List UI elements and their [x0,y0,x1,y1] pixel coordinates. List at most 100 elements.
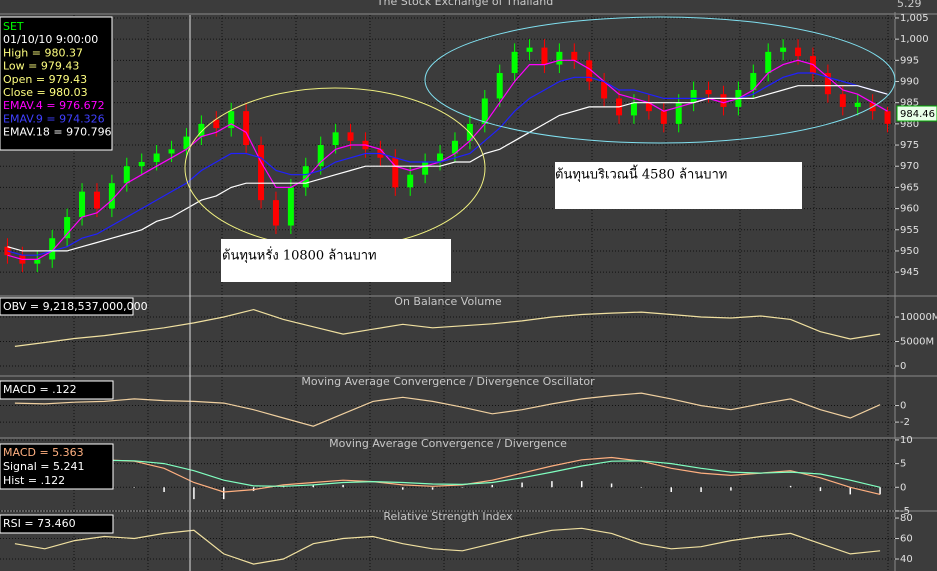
candle-body [392,157,399,188]
legend-entry: MACD = 5.363 [3,446,84,459]
legend-box [0,514,114,534]
y-tick-label: 40 [900,554,913,565]
y-tick-label: 945 [900,267,919,278]
series-line [14,527,881,565]
candle-body [586,60,593,82]
highlight-ellipse [424,16,896,144]
y-tick-label: 995 [900,55,919,66]
candle-body [213,119,220,129]
candle-body [332,132,339,146]
y-tick-label: -5 [900,506,910,517]
candle-body [422,161,429,175]
candle-body [93,191,100,209]
candle-body [541,47,548,65]
legend-entry: EMAV.4 = 976.672 [3,99,105,112]
info-line: Open = 979.43 [3,73,87,86]
candle-body [601,81,608,99]
y-tick-label: 970 [900,161,919,172]
price-label: 984.46 [900,109,935,120]
y-tick-label: 965 [900,182,919,193]
y-tick-label: 955 [900,225,919,236]
candle-body [437,153,444,162]
y-tick-label: 5000M [900,336,934,347]
candle-body [302,166,309,188]
y-tick-label: 60 [900,534,913,545]
legend-entry: MACD = .122 [3,383,77,396]
candle-body [720,94,727,107]
y-tick-label: 990 [900,77,919,88]
info-box [0,16,113,151]
candle-body [317,145,324,167]
candle-body [183,136,190,150]
series-line [7,72,888,256]
candle-body [168,149,175,154]
candle-body [243,111,250,146]
info-line: SET [3,20,24,33]
candle-body [153,153,160,162]
candle-body [690,89,697,103]
legend-entry: OBV = 9,218,537,000,000 [3,300,148,313]
legend-entry: Hist = .122 [3,474,65,487]
candle-body [839,94,846,107]
candle-body [123,166,130,184]
annotation-box [221,239,451,282]
info-line: Low = 979.43 [3,60,79,73]
candle-body [258,145,265,201]
candle-body [451,140,458,154]
candle-body [824,73,831,95]
candle-body [198,123,205,137]
y-tick-label: 0 [900,401,906,412]
price-label-box [896,105,937,122]
legend-box [0,443,114,490]
legend-entry: Signal = 5.241 [3,460,85,473]
candle-body [481,98,488,124]
series-line [7,85,888,252]
candle-body [884,111,891,124]
annotation-box [555,162,802,209]
y-tick-label: 10000M [900,312,937,323]
y-tick-label: 950 [900,246,919,257]
candle-body [556,51,563,65]
y-tick-label: 1,005 [900,13,929,24]
annotation: ต้นทุนหรั่ง 10800 ล้านบาท [222,247,377,264]
y-tick-label: 5 [900,459,906,470]
panel-title: On Balance Volume [394,295,502,308]
candle-body [287,187,294,226]
candle-body [780,47,787,52]
candle-body [750,73,757,90]
candle-body [511,51,518,74]
candle-body [64,217,71,239]
candle-body [645,102,652,112]
y-tick-label: 985 [900,98,919,109]
candle-body [108,183,115,209]
candle-body [407,174,414,188]
legend-entry: EMAV.9 = 974.326 [3,112,105,125]
y-tick-label: 0 [900,482,906,493]
y-tick-label: 80 [900,513,913,524]
series-line [7,59,888,260]
candle-body [347,132,354,141]
legend-box [0,380,114,400]
candle-body [526,47,533,52]
y-tick-label: -2 [900,417,910,428]
candle-body [765,51,772,74]
chart-title: The Stock Exchange of Thailand [376,0,553,8]
info-line: Close = 980.03 [3,86,88,99]
candle-body [630,102,637,116]
series-line [14,392,881,427]
legend-box [0,297,134,316]
series-line [14,459,881,488]
candle-body [660,111,667,124]
annotation: ต้นทุนบริเวณนี้ 4580 ล้านบาท [555,165,727,183]
y-tick-label: 10 [900,435,913,446]
candle-body [571,51,578,61]
candle-body [675,102,682,124]
y-tick-label: 960 [900,204,919,215]
candle-body [705,89,712,95]
y-tick-label: 975 [900,140,919,151]
candle-body [34,259,41,264]
series-line [14,308,881,347]
candle-body [79,191,86,218]
y-tick-label: 1,000 [900,34,929,45]
